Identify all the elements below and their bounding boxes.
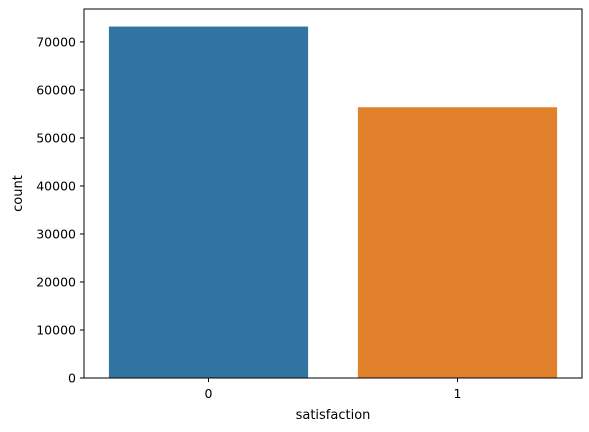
bar-1 (357, 107, 558, 378)
y-tick-label-10000: 10000 (36, 322, 76, 337)
x-tick-label-1: 1 (454, 386, 462, 401)
y-axis: 0 10000 20000 30000 40000 50000 60000 70000 (36, 34, 84, 386)
x-tick-label-0: 0 (205, 386, 213, 401)
y-axis-label: count (11, 175, 26, 212)
plot-frame (83, 8, 583, 379)
bars-group (108, 26, 558, 378)
y-tick-label-70000: 70000 (36, 34, 76, 49)
y-tick-label-0: 0 (68, 371, 76, 386)
y-tick-label-20000: 20000 (36, 274, 76, 289)
y-tick-label-40000: 40000 (36, 178, 76, 193)
bar-0 (108, 26, 309, 378)
y-tick-label-60000: 60000 (36, 82, 76, 97)
y-tick-label-50000: 50000 (36, 130, 76, 145)
y-tick-label-30000: 30000 (36, 226, 76, 241)
x-axis-label: satisfaction (296, 408, 371, 423)
